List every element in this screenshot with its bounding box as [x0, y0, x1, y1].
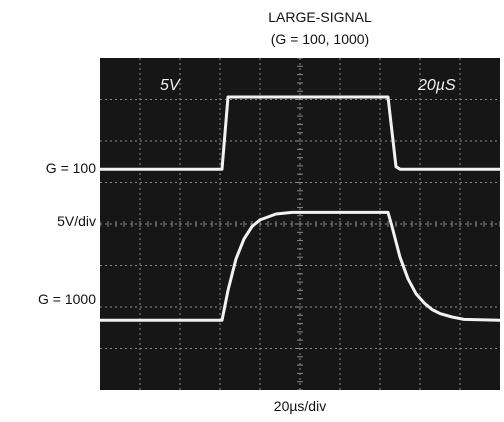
- oscilloscope-screen: 5V 20µS: [100, 58, 500, 390]
- chart-title: LARGE-SIGNAL: [268, 9, 372, 25]
- y-axis-label: 5V/div: [57, 213, 96, 229]
- graticule: [100, 58, 500, 390]
- trace-g100: [100, 95, 500, 171]
- x-axis-label: 20µs/div: [273, 398, 327, 414]
- series-label-g100: G = 100: [45, 160, 96, 176]
- trace-g1000: [100, 210, 500, 322]
- screen-volts-label: 5V: [160, 77, 181, 94]
- series-label-g1000: G = 1000: [38, 291, 96, 307]
- screen-time-label: 20µS: [417, 77, 456, 94]
- traces: [100, 95, 500, 322]
- chart-subtitle: (G = 100, 1000): [270, 31, 370, 47]
